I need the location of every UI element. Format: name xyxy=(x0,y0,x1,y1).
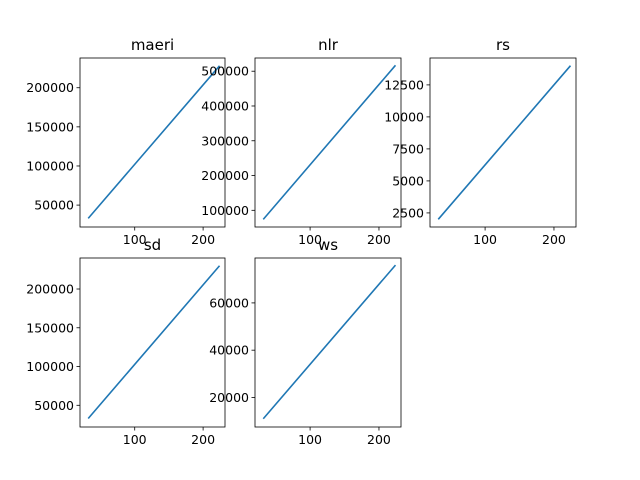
axes-frame xyxy=(79,57,226,228)
series-line xyxy=(437,65,572,220)
y-tick-label: 150000 xyxy=(26,320,74,335)
y-tick-label: 400000 xyxy=(201,98,249,113)
subplot-nlr: 100 200 100000 200000 300000 400000 500000 nlr xyxy=(201,36,402,247)
y-tick-label: 200000 xyxy=(26,282,74,297)
x-tick-label: 100 xyxy=(123,232,147,247)
subplot-title: nlr xyxy=(318,36,339,54)
y-tick-label: 200000 xyxy=(201,168,249,183)
x-tick-label: 200 xyxy=(191,232,215,247)
axes-frame xyxy=(254,257,402,428)
y-tick-label: 100000 xyxy=(26,158,74,173)
x-tick-label: 200 xyxy=(367,232,391,247)
axes-frame xyxy=(429,57,577,228)
series-line xyxy=(262,64,397,220)
subplot-ws: 100 200 20000 40000 60000 ws xyxy=(209,236,402,447)
y-tick-label: 50000 xyxy=(34,398,74,413)
y-tick-label: 200000 xyxy=(26,80,74,95)
subplot-title: maeri xyxy=(131,36,174,54)
subplot-sd: 100 200 50000 100000 150000 200000 sd xyxy=(26,236,226,447)
y-tick-label: 500000 xyxy=(201,64,249,79)
subplot-title: sd xyxy=(144,236,161,254)
y-tick-label: 150000 xyxy=(26,119,74,134)
y-tick-label: 10000 xyxy=(384,109,424,124)
y-tick-label: 20000 xyxy=(209,390,249,405)
y-tick-label: 100000 xyxy=(201,203,249,218)
x-tick-label: 200 xyxy=(191,432,215,447)
y-tick-label: 60000 xyxy=(209,295,249,310)
subplot-title: ws xyxy=(318,236,338,254)
axes-frame xyxy=(254,57,402,228)
x-tick-label: 200 xyxy=(367,432,391,447)
y-tick-label: 7500 xyxy=(392,141,424,156)
subplot-rs: 100 200 2500 5000 7500 10000 12500 rs xyxy=(384,36,577,247)
series-line xyxy=(87,65,221,219)
series-line xyxy=(262,264,397,420)
y-tick-label: 40000 xyxy=(209,343,249,358)
subplot-maeri: 100 200 50000 100000 150000 200000 maeri xyxy=(26,36,226,247)
x-tick-label: 200 xyxy=(542,232,566,247)
y-tick-label: 300000 xyxy=(201,133,249,148)
y-tick-label: 2500 xyxy=(392,205,424,220)
y-tick-label: 50000 xyxy=(34,198,74,213)
x-tick-label: 100 xyxy=(298,432,322,447)
series-line xyxy=(87,265,221,419)
y-tick-label: 12500 xyxy=(384,77,424,92)
x-tick-label: 100 xyxy=(298,232,322,247)
subplot-title: rs xyxy=(496,36,510,54)
axes-frame xyxy=(79,257,226,428)
x-tick-label: 100 xyxy=(123,432,147,447)
y-tick-label: 5000 xyxy=(392,173,424,188)
x-tick-label: 100 xyxy=(473,232,497,247)
y-tick-label: 100000 xyxy=(26,359,74,374)
